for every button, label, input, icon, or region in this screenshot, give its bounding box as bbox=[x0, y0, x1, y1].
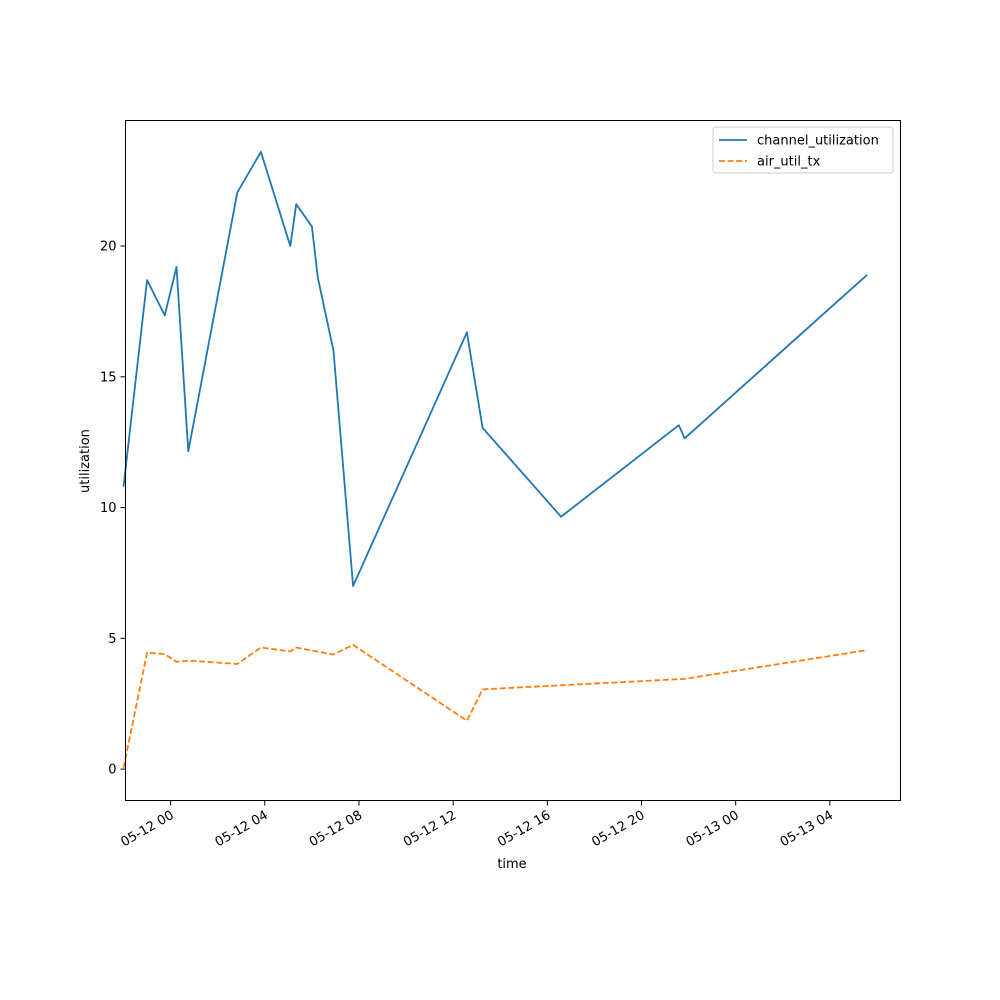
data-point-channel_utilization-10 bbox=[317, 277, 319, 279]
legend-entries: channel_utilization air_util_tx bbox=[719, 134, 879, 170]
y-tick-label-1: 5 bbox=[108, 632, 116, 647]
data-point-channel_utilization-3 bbox=[176, 266, 178, 268]
series-line-air_util_tx bbox=[122, 643, 868, 768]
x-tick-label-5: 05-12 20 bbox=[589, 808, 647, 850]
data-point-channel_utilization-12 bbox=[352, 585, 354, 587]
data-point-channel_utilization-11 bbox=[333, 350, 335, 352]
data-point-channel_utilization-8 bbox=[295, 203, 297, 205]
data-point-channel_utilization-0 bbox=[123, 486, 125, 488]
data-point-air_util_tx-14 bbox=[866, 649, 868, 651]
data-point-air_util_tx-2 bbox=[164, 653, 166, 655]
data-point-air_util_tx-13 bbox=[684, 678, 686, 680]
data-point-channel_utilization-18 bbox=[866, 274, 868, 276]
data-point-channel_utilization-13 bbox=[466, 331, 468, 333]
plot-frame bbox=[125, 120, 901, 801]
data-point-air_util_tx-6 bbox=[260, 647, 262, 649]
data-point-air_util_tx-4 bbox=[187, 660, 189, 662]
x-tick-label-0: 05-12 00 bbox=[119, 808, 177, 850]
plot-area bbox=[122, 120, 901, 801]
data-point-channel_utilization-5 bbox=[236, 192, 238, 194]
data-point-channel_utilization-9 bbox=[311, 226, 313, 228]
data-point-channel_utilization-7 bbox=[289, 245, 291, 247]
x-tick-label-4: 05-12 16 bbox=[495, 808, 553, 850]
data-point-air_util_tx-1 bbox=[146, 652, 148, 654]
data-point-air_util_tx-7 bbox=[289, 651, 291, 653]
x-tick-label-7: 05-13 04 bbox=[778, 808, 836, 850]
y-axis-label: utilization bbox=[78, 429, 93, 493]
data-point-air_util_tx-9 bbox=[333, 654, 335, 656]
x-tick-label-1: 05-12 04 bbox=[213, 808, 271, 850]
legend-box bbox=[712, 126, 894, 174]
data-point-air_util_tx-10 bbox=[352, 644, 354, 646]
data-point-channel_utilization-1 bbox=[146, 279, 148, 281]
data-point-channel_utilization-14 bbox=[482, 427, 484, 429]
data-point-channel_utilization-17 bbox=[684, 437, 686, 439]
data-point-air_util_tx-11 bbox=[466, 720, 468, 722]
data-point-channel_utilization-2 bbox=[164, 314, 166, 316]
data-point-air_util_tx-0 bbox=[123, 767, 125, 769]
data-point-channel_utilization-6 bbox=[260, 151, 262, 153]
series-layer bbox=[122, 150, 868, 769]
data-point-channel_utilization-4 bbox=[187, 450, 189, 452]
x-tick-label-6: 05-13 00 bbox=[684, 808, 742, 850]
y-tick-label-0: 0 bbox=[108, 763, 116, 778]
legend-label-channel_utilization: channel_utilization bbox=[757, 134, 879, 149]
legend: channel_utilization air_util_tx bbox=[712, 126, 894, 174]
data-point-air_util_tx-12 bbox=[482, 688, 484, 690]
data-point-air_util_tx-3 bbox=[176, 661, 178, 663]
data-point-channel_utilization-16 bbox=[678, 424, 680, 426]
x-tick-label-3: 05-12 12 bbox=[401, 808, 459, 850]
x-tick-label-2: 05-12 08 bbox=[307, 808, 365, 850]
series-line-channel_utilization bbox=[122, 150, 868, 587]
y-tick-label-4: 20 bbox=[100, 240, 117, 255]
y-axis: 0 5 10 15 20 bbox=[100, 240, 126, 778]
data-point-channel_utilization-15 bbox=[560, 516, 562, 518]
y-tick-label-3: 15 bbox=[100, 370, 117, 385]
y-tick-label-2: 10 bbox=[100, 501, 117, 516]
x-axis-label: time bbox=[497, 857, 526, 872]
data-point-air_util_tx-8 bbox=[295, 647, 297, 649]
legend-label-air_util_tx: air_util_tx bbox=[757, 155, 821, 170]
x-axis: 05-12 00 05-12 04 05-12 08 05-12 12 05-12 16… bbox=[119, 800, 836, 850]
data-point-air_util_tx-5 bbox=[236, 663, 238, 665]
